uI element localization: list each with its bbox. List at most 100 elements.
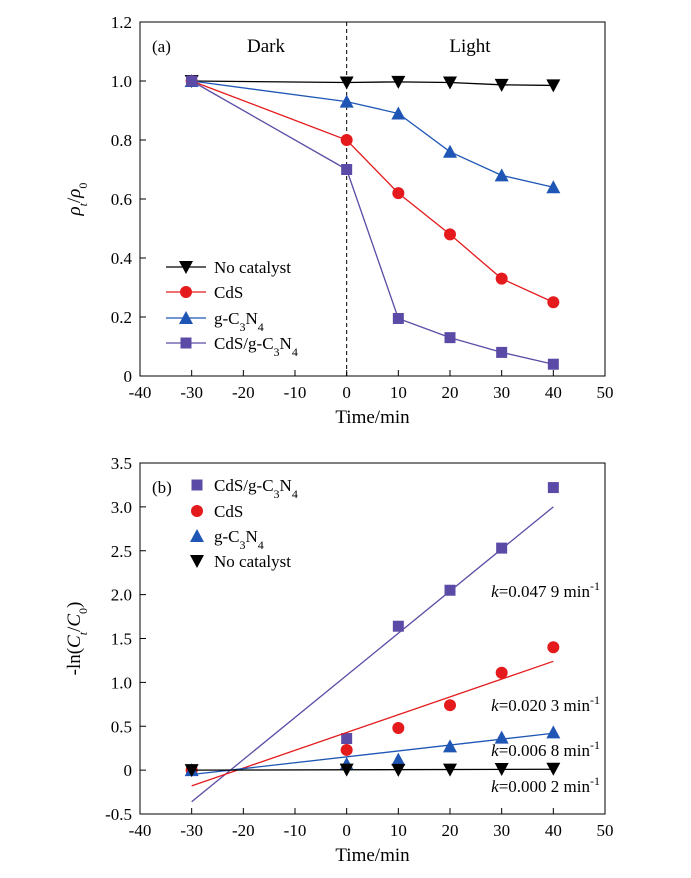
y-tick-label: 0 — [124, 367, 133, 386]
plot-frame — [139, 21, 606, 377]
x-tick-label: -20 — [232, 383, 255, 402]
x-tick-label: 0 — [342, 821, 351, 840]
data-point — [443, 144, 457, 158]
data-point — [392, 722, 405, 735]
legend-label: CdS — [214, 502, 243, 521]
legend-marker — [190, 555, 204, 568]
data-point — [494, 78, 509, 92]
data-point — [547, 482, 559, 494]
x-tick-label: 50 — [597, 821, 614, 840]
legend-marker — [179, 261, 193, 274]
data-point — [494, 730, 509, 744]
data-point — [443, 739, 457, 753]
y-tick-label: -0.5 — [105, 805, 132, 824]
data-point — [340, 743, 353, 756]
y-tick-label: 0.8 — [111, 131, 132, 150]
series-line — [191, 80, 554, 303]
x-tick-label: -10 — [284, 821, 307, 840]
data-point — [443, 76, 457, 90]
panel-a: -40 -30 -20 -10 0 10 20 30 40 50 0 0.2 0.4 0.6 0.8 1.0 1… — [64, 13, 614, 428]
y-axis-label-text: -ln(Ct/C0) — [64, 602, 90, 676]
x-tick-label: 40 — [545, 821, 562, 840]
region-label-light: Light — [449, 36, 491, 57]
data-point — [547, 296, 560, 309]
data-point — [391, 106, 406, 120]
y-tick-label: 3.0 — [111, 498, 132, 517]
data-point — [341, 733, 353, 745]
fit-line — [191, 660, 554, 787]
fit-line — [191, 506, 554, 803]
x-tick-label: -20 — [232, 821, 255, 840]
y-tick-label: 2.0 — [111, 586, 132, 605]
legend-marker — [180, 337, 192, 349]
legend-label: No catalyst — [214, 552, 291, 571]
series-line — [191, 80, 554, 188]
data-point — [340, 134, 353, 146]
legend-label: CdS — [214, 283, 243, 302]
data-point — [443, 763, 457, 777]
y-tick-label: 1.0 — [111, 72, 132, 91]
y-tick-label: 0.5 — [111, 717, 132, 736]
x-tick-label: 0 — [342, 383, 351, 402]
legend-label: g-C3N4 — [214, 527, 264, 552]
data-point — [547, 358, 559, 370]
x-tick-label: 30 — [493, 821, 510, 840]
legend-marker — [179, 311, 193, 324]
data-point — [496, 542, 508, 554]
rate-constant-label: k=0.006 8 min-1 — [491, 738, 600, 760]
x-axis-label: Time/min — [335, 407, 410, 428]
plot-frame — [139, 462, 606, 815]
y-tick-label: 1.2 — [111, 13, 132, 32]
data-point — [546, 79, 561, 93]
panel-b: -40 -30 -20 -10 0 10 20 30 40 50 -0.5 0 0.5 1.0 1.5 2.0… — [64, 454, 614, 866]
y-tick-label: 0.6 — [111, 190, 132, 209]
legend-marker — [190, 529, 204, 542]
x-axis-label: Time/min — [335, 845, 410, 866]
x-tick-label: 20 — [442, 821, 459, 840]
data-point — [339, 94, 354, 108]
rate-constant-label: k=0.000 2 min-1 — [491, 774, 600, 796]
y-axis-label-text: ρt/ρ0 — [64, 183, 90, 217]
data-point — [339, 763, 354, 777]
data-point — [392, 187, 405, 200]
x-tick-label: 30 — [493, 383, 510, 402]
y-tick-label: 0 — [124, 761, 133, 780]
data-point — [184, 764, 199, 778]
legend-label: CdS/g-C3N4 — [214, 334, 298, 359]
data-point — [444, 699, 456, 712]
data-point — [546, 762, 561, 776]
data-point — [495, 666, 508, 679]
y-tick-label: 2.5 — [111, 542, 132, 561]
x-tick-label: 10 — [390, 383, 407, 402]
legend-label: No catalyst — [214, 258, 291, 277]
fit-line — [191, 768, 554, 771]
y-tick-label: 0.2 — [111, 308, 132, 327]
y-tick-label: 3.5 — [111, 454, 132, 473]
x-tick-label: -40 — [129, 821, 152, 840]
data-point — [444, 228, 456, 241]
legend-label: CdS/g-C3N4 — [214, 476, 298, 501]
data-point — [341, 164, 353, 175]
rate-constant-label: k=0.020 3 min-1 — [491, 693, 600, 715]
data-point — [444, 584, 456, 596]
data-point — [339, 76, 354, 90]
data-point — [546, 180, 561, 194]
x-tick-label: -30 — [180, 821, 203, 840]
y-tick-label: 1.5 — [111, 630, 132, 649]
y-tick-label: 0.4 — [111, 249, 133, 268]
x-tick-label: -30 — [180, 383, 203, 402]
fit-line — [191, 732, 554, 776]
panel-label: (b) — [152, 478, 172, 497]
series-line — [191, 80, 554, 365]
region-label-dark: Dark — [247, 36, 285, 57]
panel-label: (a) — [152, 37, 171, 56]
x-tick-label: 40 — [545, 383, 562, 402]
y-axis-label: ρt/ρ0 — [64, 183, 90, 217]
data-point — [494, 762, 509, 776]
data-point — [546, 725, 561, 739]
data-point — [186, 75, 198, 87]
series-line — [191, 80, 554, 87]
data-point — [391, 752, 406, 766]
x-tick-label: -10 — [284, 383, 307, 402]
